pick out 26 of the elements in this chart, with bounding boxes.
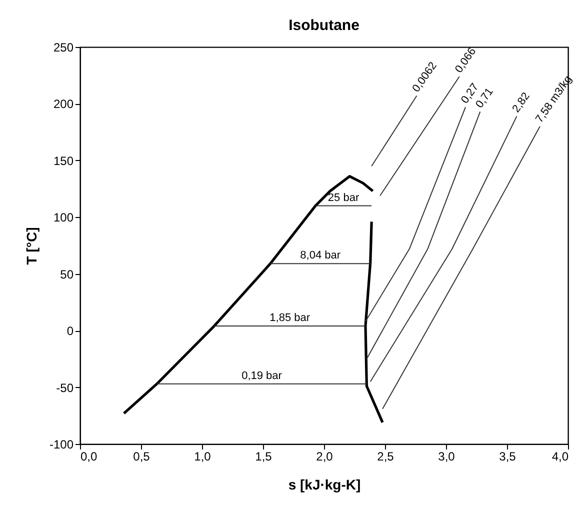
x-tick-label: 1,5 <box>255 450 272 464</box>
y-tick-label: 50 <box>60 267 74 282</box>
y-tick-label: 100 <box>53 210 74 225</box>
y-tick-label: -50 <box>56 380 74 395</box>
x-tick-label: 4,0 <box>552 450 569 464</box>
line-series <box>122 175 374 415</box>
x-axis-title: s [kJ·kg-K] <box>288 476 361 492</box>
x-tick-label: 0,5 <box>133 450 150 464</box>
line-series <box>364 220 384 424</box>
x-tick-label: 1,0 <box>194 450 212 464</box>
x-tick-label: 2,0 <box>316 450 334 464</box>
series-label: 8,04 bar <box>300 250 341 262</box>
x-tick-label: 3,0 <box>438 450 456 464</box>
y-axis-title: T [°C] <box>23 227 40 265</box>
series-label: 1,85 bar <box>270 312 310 324</box>
chart-title: Isobutane <box>288 17 360 34</box>
series-label: 0,19 bar <box>242 370 282 382</box>
y-tick-label: 200 <box>53 97 74 112</box>
x-tick-label: 3,5 <box>499 450 516 464</box>
y-tick-label: 250 <box>53 40 74 54</box>
x-tick-label: 2,5 <box>377 450 394 464</box>
x-tick-label: 0,0 <box>80 450 98 464</box>
y-tick-label: -100 <box>49 438 74 452</box>
series-label: 25 bar <box>328 192 360 204</box>
y-tick-label: 150 <box>53 154 74 168</box>
y-tick-label: 0 <box>66 324 74 338</box>
